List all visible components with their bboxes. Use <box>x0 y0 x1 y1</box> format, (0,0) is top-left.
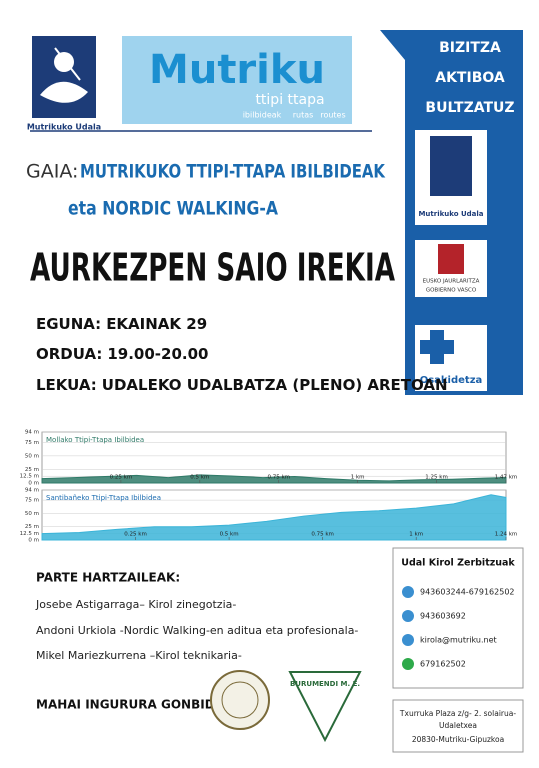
y-tick-label: 50 m <box>25 453 39 459</box>
health-name: Osakidetza <box>420 375 483 386</box>
x-tick-label: 0.5 km <box>190 475 209 481</box>
contact-item: 679162502 <box>420 660 466 669</box>
logo-caption: Mutrikuko Udala <box>27 123 101 132</box>
contact-title: Udal Kirol Zerbitzuak <box>401 558 515 569</box>
y-tick-label: 12.5 m <box>20 474 39 480</box>
logo-caption: Mutrikuko Udala <box>418 210 483 218</box>
detail-label: LEKUA: <box>36 376 97 394</box>
x-tick-label: 1 km <box>351 475 365 481</box>
contact-list: 943603244-679162502 943603692 kirola@mutri… <box>402 586 515 670</box>
gaia-title: MUTRIKUKO TTIPI-TTAPA IBILBIDEAK <box>80 161 386 183</box>
detail-value: 19.00-20.00 <box>107 345 208 363</box>
x-tick-label: 0.25 km <box>124 532 147 538</box>
gov-name: EUSKO JAURLARITZA <box>423 279 480 285</box>
brand-name: Mutriku <box>149 47 325 93</box>
x-tick-label: 1.47 km <box>495 475 518 481</box>
participant: Andoni Urkiola -Nordic Walking-en aditua… <box>36 624 358 637</box>
elevation-profiles: 0 m12.5 m25 m50 m75 m94 m0.25 km 0.5 km 0.… <box>20 430 518 544</box>
detail: EGUNA: EKAINAK 29 <box>36 315 207 333</box>
participant: Mikel Mariezkurrena –Kirol teknikaria- <box>36 649 242 662</box>
detail: ORDUA: 19.00-20.00 <box>36 345 208 363</box>
slogan: BIZITZA <box>439 40 501 56</box>
brand-tag: ibilbideak <box>243 111 282 120</box>
brand-tag: rutas <box>293 111 314 120</box>
address-line: Txurruka Plaza z/g- 2. solairua- <box>399 709 516 718</box>
contact-item: 943603244-679162502 <box>420 588 515 597</box>
x-tick-label: 0.75 km <box>311 532 334 538</box>
y-tick-label: 12.5 m <box>20 531 39 537</box>
slogan: AKTIBOA <box>435 70 505 86</box>
contact-icon <box>402 586 414 598</box>
contact-item: 943603692 <box>420 612 466 621</box>
elevation-area <box>41 494 507 541</box>
detail-label: EGUNA: <box>36 315 101 333</box>
contact-icon <box>402 610 414 622</box>
detail-value: EKAINAK 29 <box>106 315 207 333</box>
brand-tag: routes <box>320 111 345 120</box>
contact-icon <box>402 658 414 670</box>
x-tick-label: 1.24 km <box>495 532 518 538</box>
plot-area <box>41 431 507 484</box>
contact-item: kirola@mutriku.net <box>420 636 497 645</box>
x-tick-label: 0.75 km <box>267 475 290 481</box>
club-name: BURUMENDI M. E. <box>290 680 360 688</box>
y-tick-label: 25 m <box>25 524 39 530</box>
x-tick-label: 0.25 km <box>110 475 133 481</box>
detail-label: ORDUA: <box>36 345 102 363</box>
brand-box: Mutriku ttipi ttapa ibilbideak rutas rou… <box>122 36 352 124</box>
address-box <box>392 699 524 753</box>
elevation-area <box>41 474 507 484</box>
town-logo <box>32 36 96 118</box>
y-tick-label: 75 m <box>25 440 39 446</box>
contact-box <box>392 547 524 689</box>
guest-logo <box>210 670 270 730</box>
gov-name: GOBIERNO VASCO <box>426 288 477 294</box>
gov-shield <box>438 244 464 274</box>
y-tick-label: 94 m <box>25 430 39 436</box>
detail: LEKUA: UDALEKO UDALBATZA (PLENO) ARETOAN <box>36 376 448 394</box>
y-tick-label: 0 m <box>28 481 39 487</box>
detail-value: UDALEKO UDALBATZA (PLENO) ARETOAN <box>102 376 448 394</box>
contact-icon <box>402 634 414 646</box>
health-box <box>415 325 487 391</box>
participant: Josebe Astigarraga– Kirol zinegotzia- <box>35 598 236 611</box>
y-tick-label: 0 m <box>28 538 39 544</box>
health-icon <box>420 330 454 364</box>
guests-title: MAHAI INGURURA GONBIDATUAK: <box>36 698 264 712</box>
slogan: BULTZATUZ <box>425 100 514 116</box>
y-tick-label: 50 m <box>25 511 39 517</box>
brand-sub: ttipi ttapa <box>255 92 324 108</box>
y-tick-label: 94 m <box>25 488 39 494</box>
x-tick-label: 1 km <box>409 532 423 538</box>
club-logo: BURUMENDI M. E. <box>288 671 362 743</box>
x-tick-label: 0.5 km <box>220 532 239 538</box>
headline: AURKEZPEN SAIO IREKIA <box>30 246 395 290</box>
y-tick-label: 75 m <box>25 498 39 504</box>
town-logo-small <box>430 136 472 196</box>
y-tick-label: 25 m <box>25 467 39 473</box>
profile-title: Mollako Ttipi-Ttapa Ibilbidea <box>46 436 144 444</box>
x-tick-label: 1.25 km <box>425 475 448 481</box>
gaia-title: eta NORDIC WALKING-A <box>68 198 278 220</box>
profile-title: Santibañeko Ttipi-Ttapa Ibilbidea <box>46 494 161 502</box>
address-line: 20830-Mutriku-Gipuzkoa <box>412 735 504 744</box>
address-line: Udaletxea <box>439 721 477 730</box>
participants-title: PARTE HARTZAILEAK: <box>36 571 180 585</box>
gaia-label: GAIA: <box>26 161 78 183</box>
